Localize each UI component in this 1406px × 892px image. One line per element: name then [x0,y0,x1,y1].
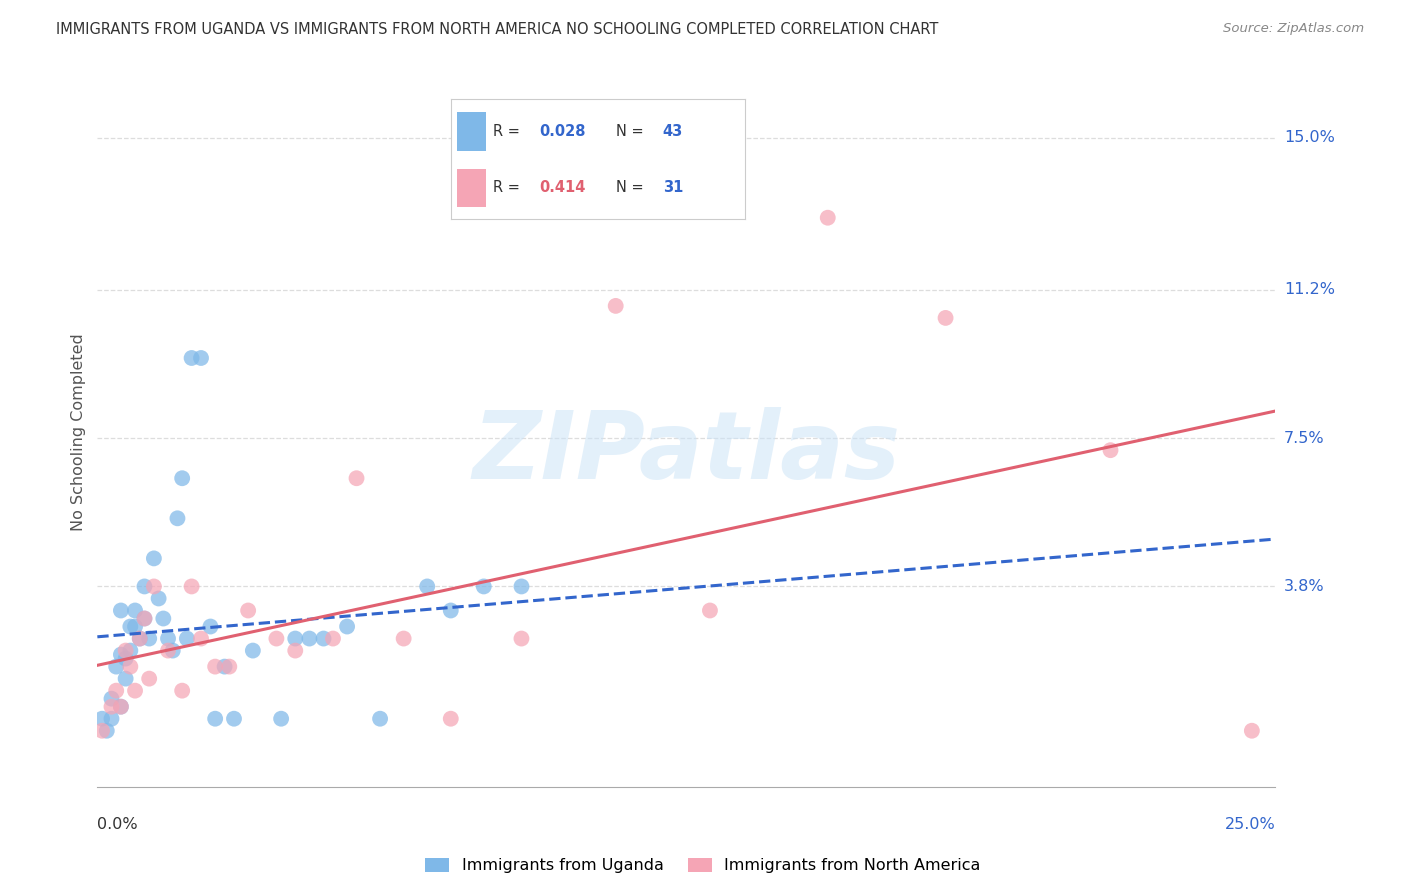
Point [157,643,180,657]
Point [284,632,307,646]
Point [440,712,463,726]
Point [114,651,136,665]
Point [392,632,415,646]
Point [322,632,344,646]
Point [152,611,174,625]
Point [166,511,188,525]
Text: IMMIGRANTS FROM UGANDA VS IMMIGRANTS FROM NORTH AMERICA NO SCHOOLING COMPLETED C: IMMIGRANTS FROM UGANDA VS IMMIGRANTS FRO… [56,22,939,37]
Point [91,723,114,738]
Point [336,619,359,633]
Point [134,579,156,593]
Text: 0.0%: 0.0% [97,817,138,832]
Point [142,579,165,593]
Point [162,643,184,657]
Point [105,683,128,698]
Point [138,632,160,646]
Text: 25.0%: 25.0% [1225,817,1275,832]
Text: Source: ZipAtlas.com: Source: ZipAtlas.com [1223,22,1364,36]
Point [142,551,165,566]
Point [157,632,180,646]
Point [124,619,146,633]
Point [114,672,136,686]
Point [110,603,132,617]
Point [236,603,259,617]
Point [120,659,142,673]
Point [1240,723,1263,738]
Text: ZIPatlas: ZIPatlas [472,408,900,500]
Point [699,603,721,617]
Point [440,603,463,617]
Point [124,603,146,617]
Point [222,712,245,726]
Point [510,632,533,646]
Point [266,632,288,646]
Text: 3.8%: 3.8% [1284,579,1324,594]
Point [817,211,839,225]
Point [472,579,495,593]
Point [176,632,198,646]
Point [100,699,122,714]
Point [190,632,212,646]
Y-axis label: No Schooling Completed: No Schooling Completed [72,334,86,531]
Point [298,632,321,646]
Point [110,648,132,662]
Point [312,632,335,646]
Point [416,579,439,593]
Text: 15.0%: 15.0% [1284,130,1334,145]
Point [148,591,170,606]
Point [180,579,202,593]
Point [128,632,150,646]
Point [368,712,391,726]
Legend: Immigrants from Uganda, Immigrants from North America: Immigrants from Uganda, Immigrants from … [419,851,987,880]
Point [605,299,627,313]
Point [91,712,114,726]
Point [204,659,226,673]
Point [270,712,292,726]
Point [100,691,122,706]
Point [214,659,236,673]
Point [114,643,136,657]
Point [190,351,212,365]
Point [172,471,194,485]
Point [120,643,142,657]
Text: 7.5%: 7.5% [1284,431,1324,446]
Point [284,643,307,657]
Point [138,672,160,686]
Point [180,351,202,365]
Point [204,712,226,726]
Point [935,310,957,325]
Point [96,723,118,738]
Point [110,699,132,714]
Point [218,659,240,673]
Point [134,611,156,625]
Point [200,619,222,633]
Point [1099,443,1122,458]
Text: 11.2%: 11.2% [1284,283,1334,297]
Point [510,579,533,593]
Point [124,683,146,698]
Point [105,659,128,673]
Point [134,611,156,625]
Point [242,643,264,657]
Point [120,619,142,633]
Point [172,683,194,698]
Point [110,699,132,714]
Point [128,632,150,646]
Point [346,471,368,485]
Point [100,712,122,726]
